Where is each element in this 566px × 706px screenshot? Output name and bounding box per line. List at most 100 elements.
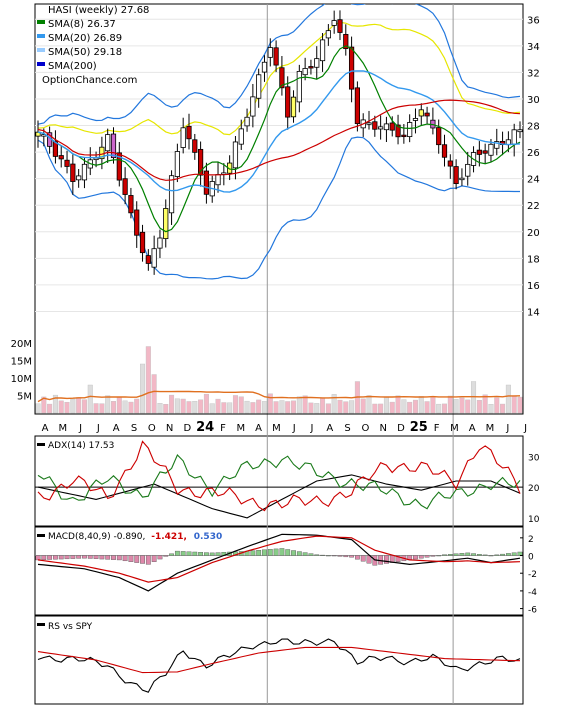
candle-body: [238, 128, 244, 145]
candle-body: [157, 237, 163, 249]
volume-bar: [511, 395, 517, 414]
volume-tick-label: 10M: [11, 374, 32, 385]
adx-tick-label: 30: [528, 453, 540, 463]
volume-bar: [302, 395, 308, 414]
volume-average-line: [37, 390, 521, 403]
macd-histogram-bar: [279, 548, 285, 556]
volume-bar: [145, 346, 151, 414]
candle-body: [76, 175, 82, 181]
candle-body: [285, 86, 291, 118]
adx-title: ADX(14) 17.53: [48, 441, 114, 451]
volume-bar: [314, 403, 320, 414]
volume-bar: [500, 403, 506, 414]
volume-bar: [366, 395, 372, 414]
x-axis-label: S: [131, 423, 137, 434]
volume-bar: [64, 401, 70, 414]
volume-bar: [110, 401, 116, 414]
macd-histogram-bar: [430, 555, 436, 557]
macd-histogram-bar: [424, 555, 430, 558]
macd-histogram-bar: [145, 555, 151, 565]
candle-body: [407, 122, 413, 138]
candle-body: [465, 163, 471, 177]
macd-histogram-bar: [500, 553, 505, 556]
candle-body: [378, 126, 384, 130]
macd-tick-label: -4: [528, 588, 537, 598]
x-axis-label: J: [310, 423, 314, 434]
candle-body: [35, 131, 41, 137]
macd-histogram-bar: [482, 554, 488, 556]
price-tick-label: 34: [527, 42, 540, 53]
candle-body: [395, 124, 401, 138]
macd-histogram-bar: [140, 555, 145, 564]
macd-histogram-bar: [413, 555, 418, 560]
macd-histogram-bar: [76, 555, 82, 559]
macd-histogram-bar: [465, 552, 471, 556]
volume-bar: [227, 402, 233, 414]
volume-bar: [360, 398, 366, 414]
candle-body: [447, 160, 453, 167]
volume-bar: [337, 399, 343, 414]
x-axis-label: M: [272, 423, 281, 434]
macd-histogram-bar: [273, 548, 279, 556]
volume-bar: [128, 401, 134, 414]
candle-body: [232, 141, 239, 169]
volume-bar: [232, 395, 238, 414]
price-tick-label: 18: [527, 254, 540, 265]
macd-histogram-bar: [53, 555, 58, 560]
adx-swatch: [37, 443, 45, 446]
volume-bar: [285, 401, 291, 414]
x-axis-label: 25: [410, 420, 428, 435]
price-tick-label: 20: [527, 228, 540, 239]
macd-histogram-bar: [505, 553, 511, 556]
candle-body: [366, 122, 372, 125]
macd-histogram-bar: [87, 555, 93, 559]
volume-bar: [279, 400, 285, 414]
candle-body: [476, 149, 482, 155]
volume-bar: [378, 403, 384, 414]
candle-body: [401, 134, 407, 138]
macd-histogram-bar: [418, 555, 424, 559]
macd-tick-label: 0: [528, 553, 534, 563]
candle-body: [308, 66, 314, 69]
macd-histogram-bar: [447, 554, 453, 556]
macd-histogram-bar: [58, 555, 64, 560]
macd-histogram-bar: [517, 551, 523, 556]
candle-body: [250, 96, 256, 117]
candle-body: [331, 20, 337, 26]
volume-bar: [331, 394, 337, 414]
lower-band-line: [37, 136, 520, 280]
x-axis-label: F: [434, 423, 440, 434]
macd-histogram-bar: [314, 554, 320, 556]
volume-bar: [418, 396, 424, 414]
macd-histogram-bar: [343, 555, 349, 558]
volume-bar: [122, 400, 128, 414]
candle-body: [511, 129, 517, 145]
volume-bar: [209, 403, 215, 414]
candle-body: [168, 175, 175, 214]
candle-body: [174, 151, 180, 177]
macd-histogram-bar: [111, 555, 116, 560]
volume-bar: [70, 398, 76, 414]
candle-body: [325, 30, 331, 39]
volume-bar: [52, 394, 58, 414]
candle-body: [215, 174, 221, 186]
adx-tick-label: 10: [528, 515, 540, 525]
x-axis-label: J: [292, 423, 296, 434]
macd-histogram-bar: [471, 553, 476, 556]
volume-bar: [35, 403, 41, 414]
volume-bar: [488, 404, 494, 414]
macd-histogram-bar: [384, 555, 389, 564]
volume-bar: [482, 394, 488, 414]
macd-histogram-bar: [337, 555, 343, 557]
volume-bar: [238, 396, 244, 414]
rs-series-line: [37, 638, 521, 693]
chart-credit: OptionChance.com: [42, 75, 137, 86]
volume-bar: [140, 363, 146, 414]
volume-bar: [383, 396, 389, 414]
rs-panel-frame: [34, 615, 524, 705]
macd-histogram-bar: [442, 554, 447, 556]
candle-body: [81, 163, 88, 181]
volume-bar: [296, 396, 302, 414]
candle-body: [354, 87, 360, 125]
x-axis-label: M: [450, 423, 459, 434]
